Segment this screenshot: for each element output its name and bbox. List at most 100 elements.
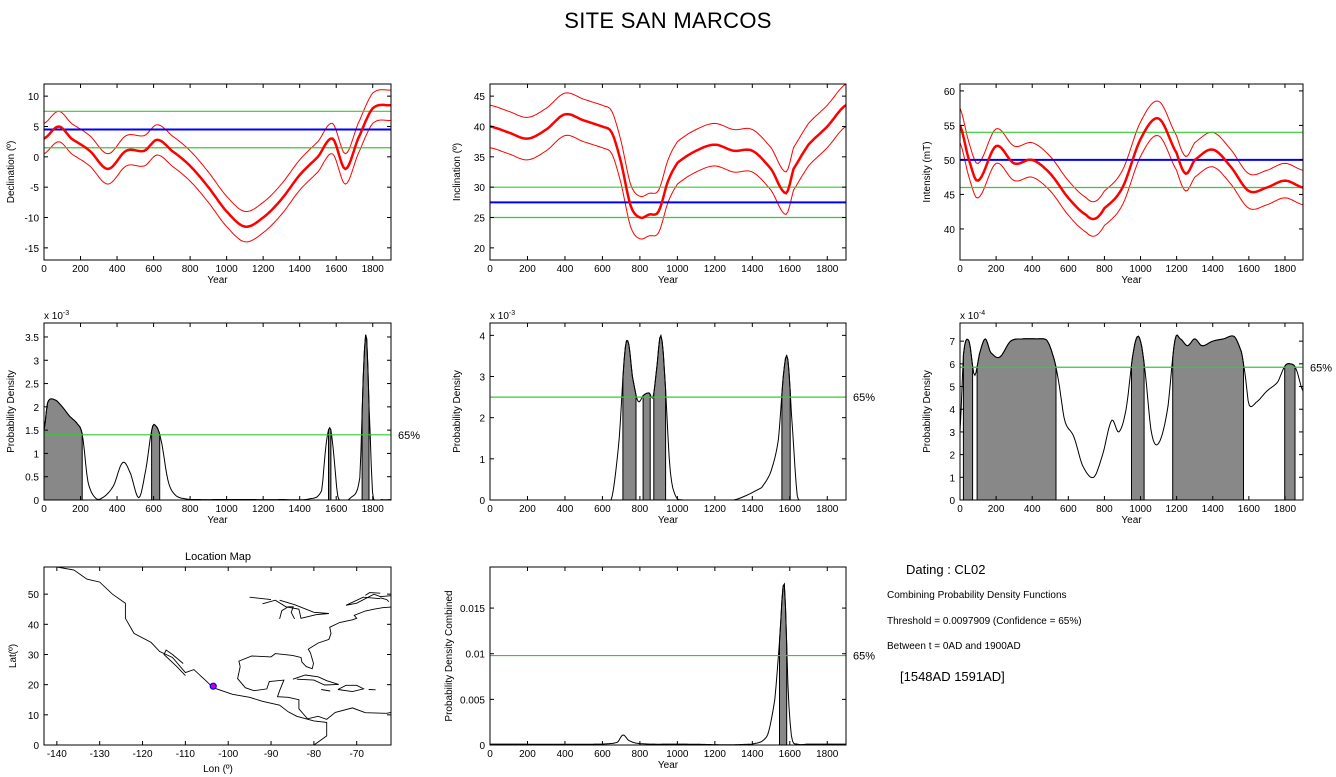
shaded-interval [1172,334,1244,500]
y-tick-label: 60 [944,87,956,98]
x-tick-label: 200 [519,264,536,275]
x-tick-label: 0 [487,264,493,275]
x-tick-label: -120 [133,749,153,760]
x-tick-label: 1800 [816,264,839,275]
y-tick-label: 0 [33,496,39,507]
upper-bound-line [44,89,391,213]
y-tick-label: 35 [474,153,486,164]
map-xlabel: Lon (º) [203,764,233,775]
x-tick-label: 1800 [1274,264,1297,275]
x-tick-label: 1800 [362,264,385,275]
y-tick-label: 0.005 [460,695,485,706]
x-tick-label: 0 [487,504,493,515]
y-tick-label: 1 [33,449,39,460]
y-tick-label: 1 [479,455,485,466]
x-tick-label: 200 [519,504,536,515]
exponent-label: x 10-4 [960,310,985,322]
y-tick-label: 7 [949,337,955,348]
threshold-label: Threshold = 0.0097909 (Confidence = 65%) [887,616,1082,627]
y-tick-label: 3.5 [25,333,39,344]
curve-line [960,116,1303,221]
chart-pdf-comb: 65% 0 200 400 600 800 1000 1200 1400 1600 1800 0 0.0… [444,566,875,771]
axes-frame [489,322,847,501]
plot-area [490,84,846,260]
x-tick-label: 1600 [779,504,802,515]
x-tick-label: 1400 [741,504,764,515]
axes-frame [959,322,1304,501]
location-map: Location Map -140 -130 -120 -110 -100 -90 -80 -… [8,551,392,775]
x-tick-label: -130 [90,749,110,760]
coast-line [321,689,331,692]
x-tick-label: 1200 [704,504,727,515]
plot-area [44,323,391,500]
coast-line [279,606,296,620]
shaded-interval [328,426,332,500]
chart-inten: 0 200 400 600 800 1000 1200 1400 1600 1800 40 45 50 5… [922,83,1304,286]
coast-line [249,596,272,601]
threshold-percent-label: 65% [398,430,420,442]
x-axis-label: Year [658,760,679,771]
y-tick-label: 5 [949,383,955,394]
x-tick-label: 1400 [289,504,312,515]
y-tick-label: 40 [474,122,486,133]
x-tick-label: 1600 [779,264,802,275]
axes-frame [43,322,392,501]
y-tick-label: 25 [474,214,486,225]
map-ylabel: Lat(º) [8,644,19,668]
y-axis-label: Intensity (mT) [922,141,933,202]
y-tick-label: 0 [33,153,39,164]
axes-frame [959,83,1304,261]
y-tick-label: 10 [28,92,40,103]
y-tick-label: 45 [944,190,956,201]
x-tick-label: -140 [47,749,67,760]
exponent-power: -4 [979,310,985,317]
exponent-power: -3 [509,310,515,317]
threshold-percent-label: 65% [853,392,875,404]
x-tick-label: 0 [41,504,47,515]
axes-frame [489,566,847,746]
x-tick-label: 1000 [666,264,689,275]
interval-label: [1548AD 1591AD] [900,669,1005,684]
axes-frame [489,83,847,261]
shaded-interval [151,423,161,500]
x-tick-label: -100 [218,749,238,760]
x-tick-label: 400 [109,504,126,515]
coast-line [380,597,390,603]
x-tick-label: 600 [145,264,162,275]
x-tick-label: 800 [182,504,199,515]
shaded-interval [962,338,974,500]
y-tick-label: 0 [33,741,39,752]
x-tick-label: 800 [632,264,649,275]
coast-line [292,674,339,686]
x-tick-label: 1000 [216,504,239,515]
shaded-interval [1131,335,1145,500]
y-tick-label: -15 [25,244,40,255]
x-axis-label: Year [658,275,679,286]
coast-line [163,649,186,676]
x-tick-label: 1000 [1129,264,1152,275]
y-axis-label: Declination (º) [6,141,17,204]
density-line [960,334,1303,479]
curve-line [44,103,391,228]
x-tick-label: 600 [1060,504,1077,515]
curve-line [490,104,846,220]
coast-line [56,566,328,746]
x-tick-label: 800 [1096,264,1113,275]
y-axis-label: Probability Density [922,370,933,453]
y-axis-label: Probability Density [452,370,463,453]
x-tick-label: 1400 [1202,504,1225,515]
y-tick-label: 4 [479,331,485,342]
x-axis-label: Year [1121,275,1142,286]
y-tick-label: 0.5 [25,473,39,484]
x-tick-label: 800 [182,264,199,275]
x-tick-label: 200 [988,504,1005,515]
x-tick-label: 1000 [216,264,239,275]
x-axis-label: Year [207,515,228,526]
x-tick-label: 1200 [1166,264,1189,275]
y-tick-label: 30 [28,650,40,661]
y-tick-label: 1 [949,473,955,484]
x-tick-label: 600 [594,504,611,515]
between-label: Between t = 0AD and 1900AD [887,641,1021,652]
threshold-percent-label: 65% [1310,362,1332,374]
x-tick-label: 800 [632,749,649,760]
